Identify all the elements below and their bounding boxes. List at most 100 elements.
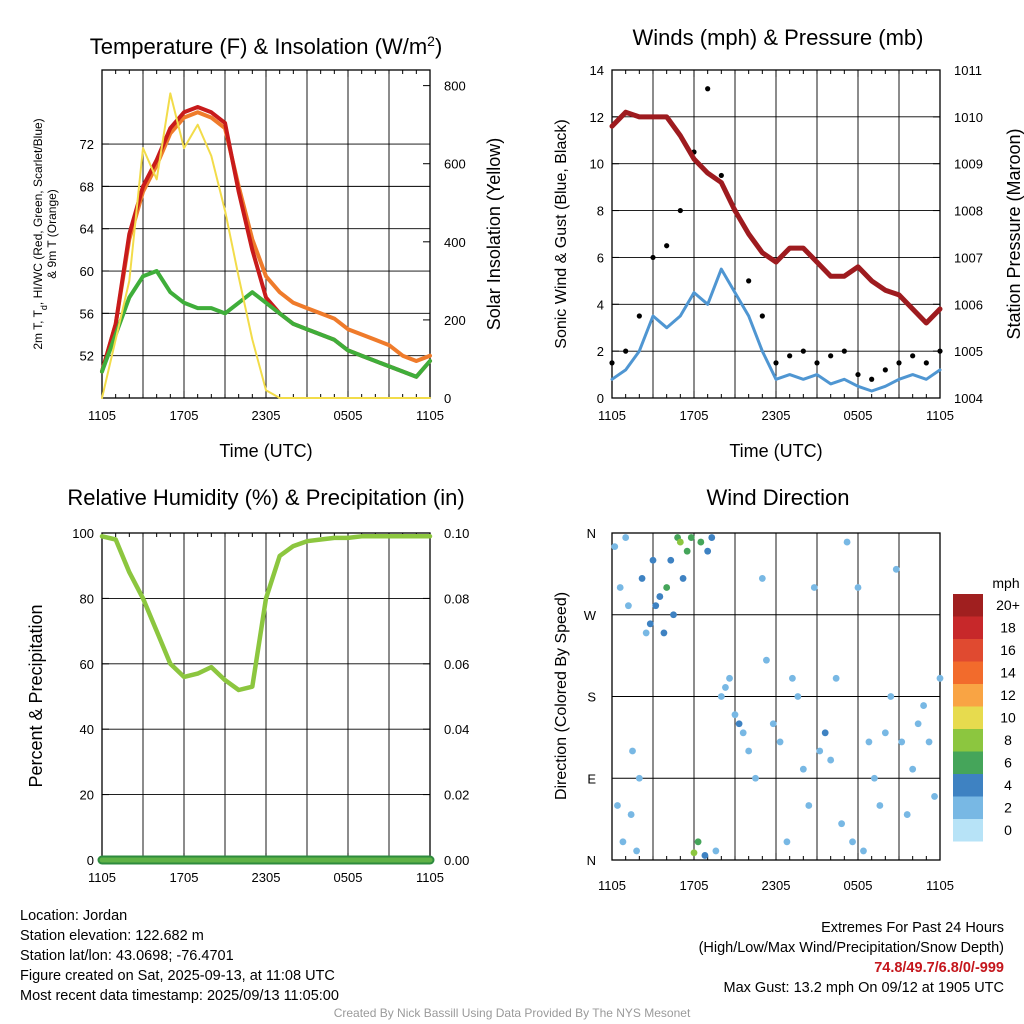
direction-point bbox=[783, 838, 791, 846]
y2-axis-label: Solar Insolation (Yellow) bbox=[484, 138, 504, 330]
direction-point bbox=[838, 820, 845, 828]
direction-point bbox=[656, 593, 664, 600]
credit-text: Created By Nick Bassill Using Data Provi… bbox=[333, 1006, 691, 1020]
direction-point bbox=[667, 556, 675, 564]
direction-point bbox=[892, 565, 900, 573]
legend-swatch bbox=[953, 729, 983, 752]
x-tick-label: 0505 bbox=[334, 408, 363, 423]
y-axis-label: Sonic Wind & Gust (Blue, Black) bbox=[553, 119, 570, 348]
gust-point bbox=[882, 367, 888, 373]
y2-axis-label: Station Pressure (Maroon) bbox=[1004, 128, 1024, 339]
chart-title: Relative Humidity (%) & Precipitation (i… bbox=[67, 485, 464, 510]
y-tick-label: S bbox=[587, 690, 596, 705]
gust-point bbox=[650, 254, 656, 261]
y2-tick-label: 600 bbox=[444, 157, 466, 172]
y-tick-label: 0 bbox=[597, 391, 604, 406]
x-tick-label: 1105 bbox=[598, 878, 626, 893]
y-axis-label: Percent & Precipitation bbox=[26, 604, 46, 787]
y2-tick-label: 1011 bbox=[954, 63, 982, 78]
legend-swatch bbox=[953, 819, 983, 842]
y2-tick-label: 0.08 bbox=[444, 591, 469, 606]
y2-tick-label: 0.06 bbox=[444, 657, 469, 672]
x-tick-label: 1105 bbox=[88, 408, 116, 423]
title-tail: ) bbox=[435, 34, 442, 59]
direction-point bbox=[758, 575, 766, 582]
y2-tick-label: 0.02 bbox=[444, 788, 469, 803]
gust-point bbox=[800, 348, 806, 354]
y-tick-label: 0 bbox=[87, 853, 94, 868]
direction-point bbox=[683, 547, 691, 555]
direction-point bbox=[752, 774, 759, 782]
gust-point bbox=[677, 207, 683, 214]
direction-point bbox=[638, 575, 646, 582]
gust-point bbox=[869, 376, 875, 382]
legend-title: mph bbox=[992, 575, 1019, 591]
gust-point bbox=[910, 353, 916, 359]
x-tick-label: 1705 bbox=[680, 408, 709, 423]
title-superscript: 2 bbox=[427, 33, 435, 49]
direction-point bbox=[931, 793, 938, 800]
direction-point bbox=[625, 602, 632, 610]
legend-label: 4 bbox=[1004, 777, 1012, 793]
direction-point bbox=[616, 584, 624, 591]
legend-label: 8 bbox=[1004, 732, 1012, 748]
direction-point bbox=[701, 852, 709, 859]
pressure-line bbox=[609, 109, 943, 326]
direction-point bbox=[735, 720, 743, 728]
y-tick-label: 60 bbox=[80, 264, 94, 279]
direction-point bbox=[642, 629, 650, 637]
direction-point bbox=[704, 547, 712, 555]
direction-point bbox=[903, 811, 911, 818]
y-tick-label: 80 bbox=[80, 591, 94, 606]
direction-point bbox=[821, 729, 829, 737]
legend-label: 6 bbox=[1004, 755, 1012, 771]
direction-point bbox=[646, 620, 654, 628]
y-tick-label: 64 bbox=[80, 222, 94, 237]
y2-tick-label: 0.00 bbox=[444, 853, 469, 868]
direction-point bbox=[690, 849, 698, 857]
legend-swatch bbox=[953, 661, 983, 684]
x-tick-label: 0505 bbox=[844, 878, 873, 893]
y2-tick-label: 0.10 bbox=[444, 526, 469, 541]
direction-point bbox=[860, 847, 867, 855]
legend-label: 14 bbox=[1000, 665, 1016, 681]
x-tick-label: 0505 bbox=[844, 408, 873, 423]
direction-point bbox=[679, 575, 687, 582]
direction-point bbox=[805, 802, 813, 809]
y-tick-label: 14 bbox=[590, 63, 604, 78]
legend-swatch bbox=[953, 594, 983, 617]
gust-point bbox=[923, 360, 929, 366]
direction-point bbox=[670, 611, 677, 619]
legend-label: 12 bbox=[1000, 687, 1016, 703]
direction-point bbox=[614, 802, 621, 809]
direction-point bbox=[865, 738, 873, 746]
direction-point bbox=[925, 738, 933, 746]
y-tick-label: 72 bbox=[80, 137, 94, 152]
gust-point bbox=[746, 278, 752, 284]
legend-swatch bbox=[953, 774, 983, 797]
direction-point bbox=[627, 811, 635, 818]
y2-tick-label: 200 bbox=[444, 313, 466, 328]
legend-label: 20+ bbox=[996, 597, 1020, 613]
gust-point bbox=[705, 86, 711, 92]
y-tick-label: N bbox=[587, 526, 596, 541]
y2-tick-label: 400 bbox=[444, 235, 466, 250]
x-tick-label: 1705 bbox=[170, 408, 199, 423]
y-axis-label-line2: & 9m T (Orange) bbox=[45, 189, 59, 279]
temp-series-line-0 bbox=[100, 110, 432, 374]
x-tick-label: 1105 bbox=[598, 408, 626, 423]
gust-point bbox=[841, 348, 847, 354]
gust-point bbox=[609, 360, 615, 366]
timestamp-text: Most recent data timestamp: 2025/09/13 1… bbox=[20, 988, 339, 1004]
temp-series-line-3 bbox=[101, 92, 431, 399]
y-tick-label: E bbox=[587, 771, 596, 786]
direction-point bbox=[898, 738, 906, 746]
direction-point bbox=[722, 684, 729, 691]
y-tick-label: 6 bbox=[597, 250, 604, 265]
direction-point bbox=[871, 774, 878, 782]
direction-point bbox=[887, 693, 895, 700]
direction-point bbox=[810, 584, 818, 591]
y2-tick-label: 1009 bbox=[954, 157, 983, 172]
direction-point bbox=[611, 543, 619, 551]
temp-series-line-2 bbox=[100, 269, 432, 379]
